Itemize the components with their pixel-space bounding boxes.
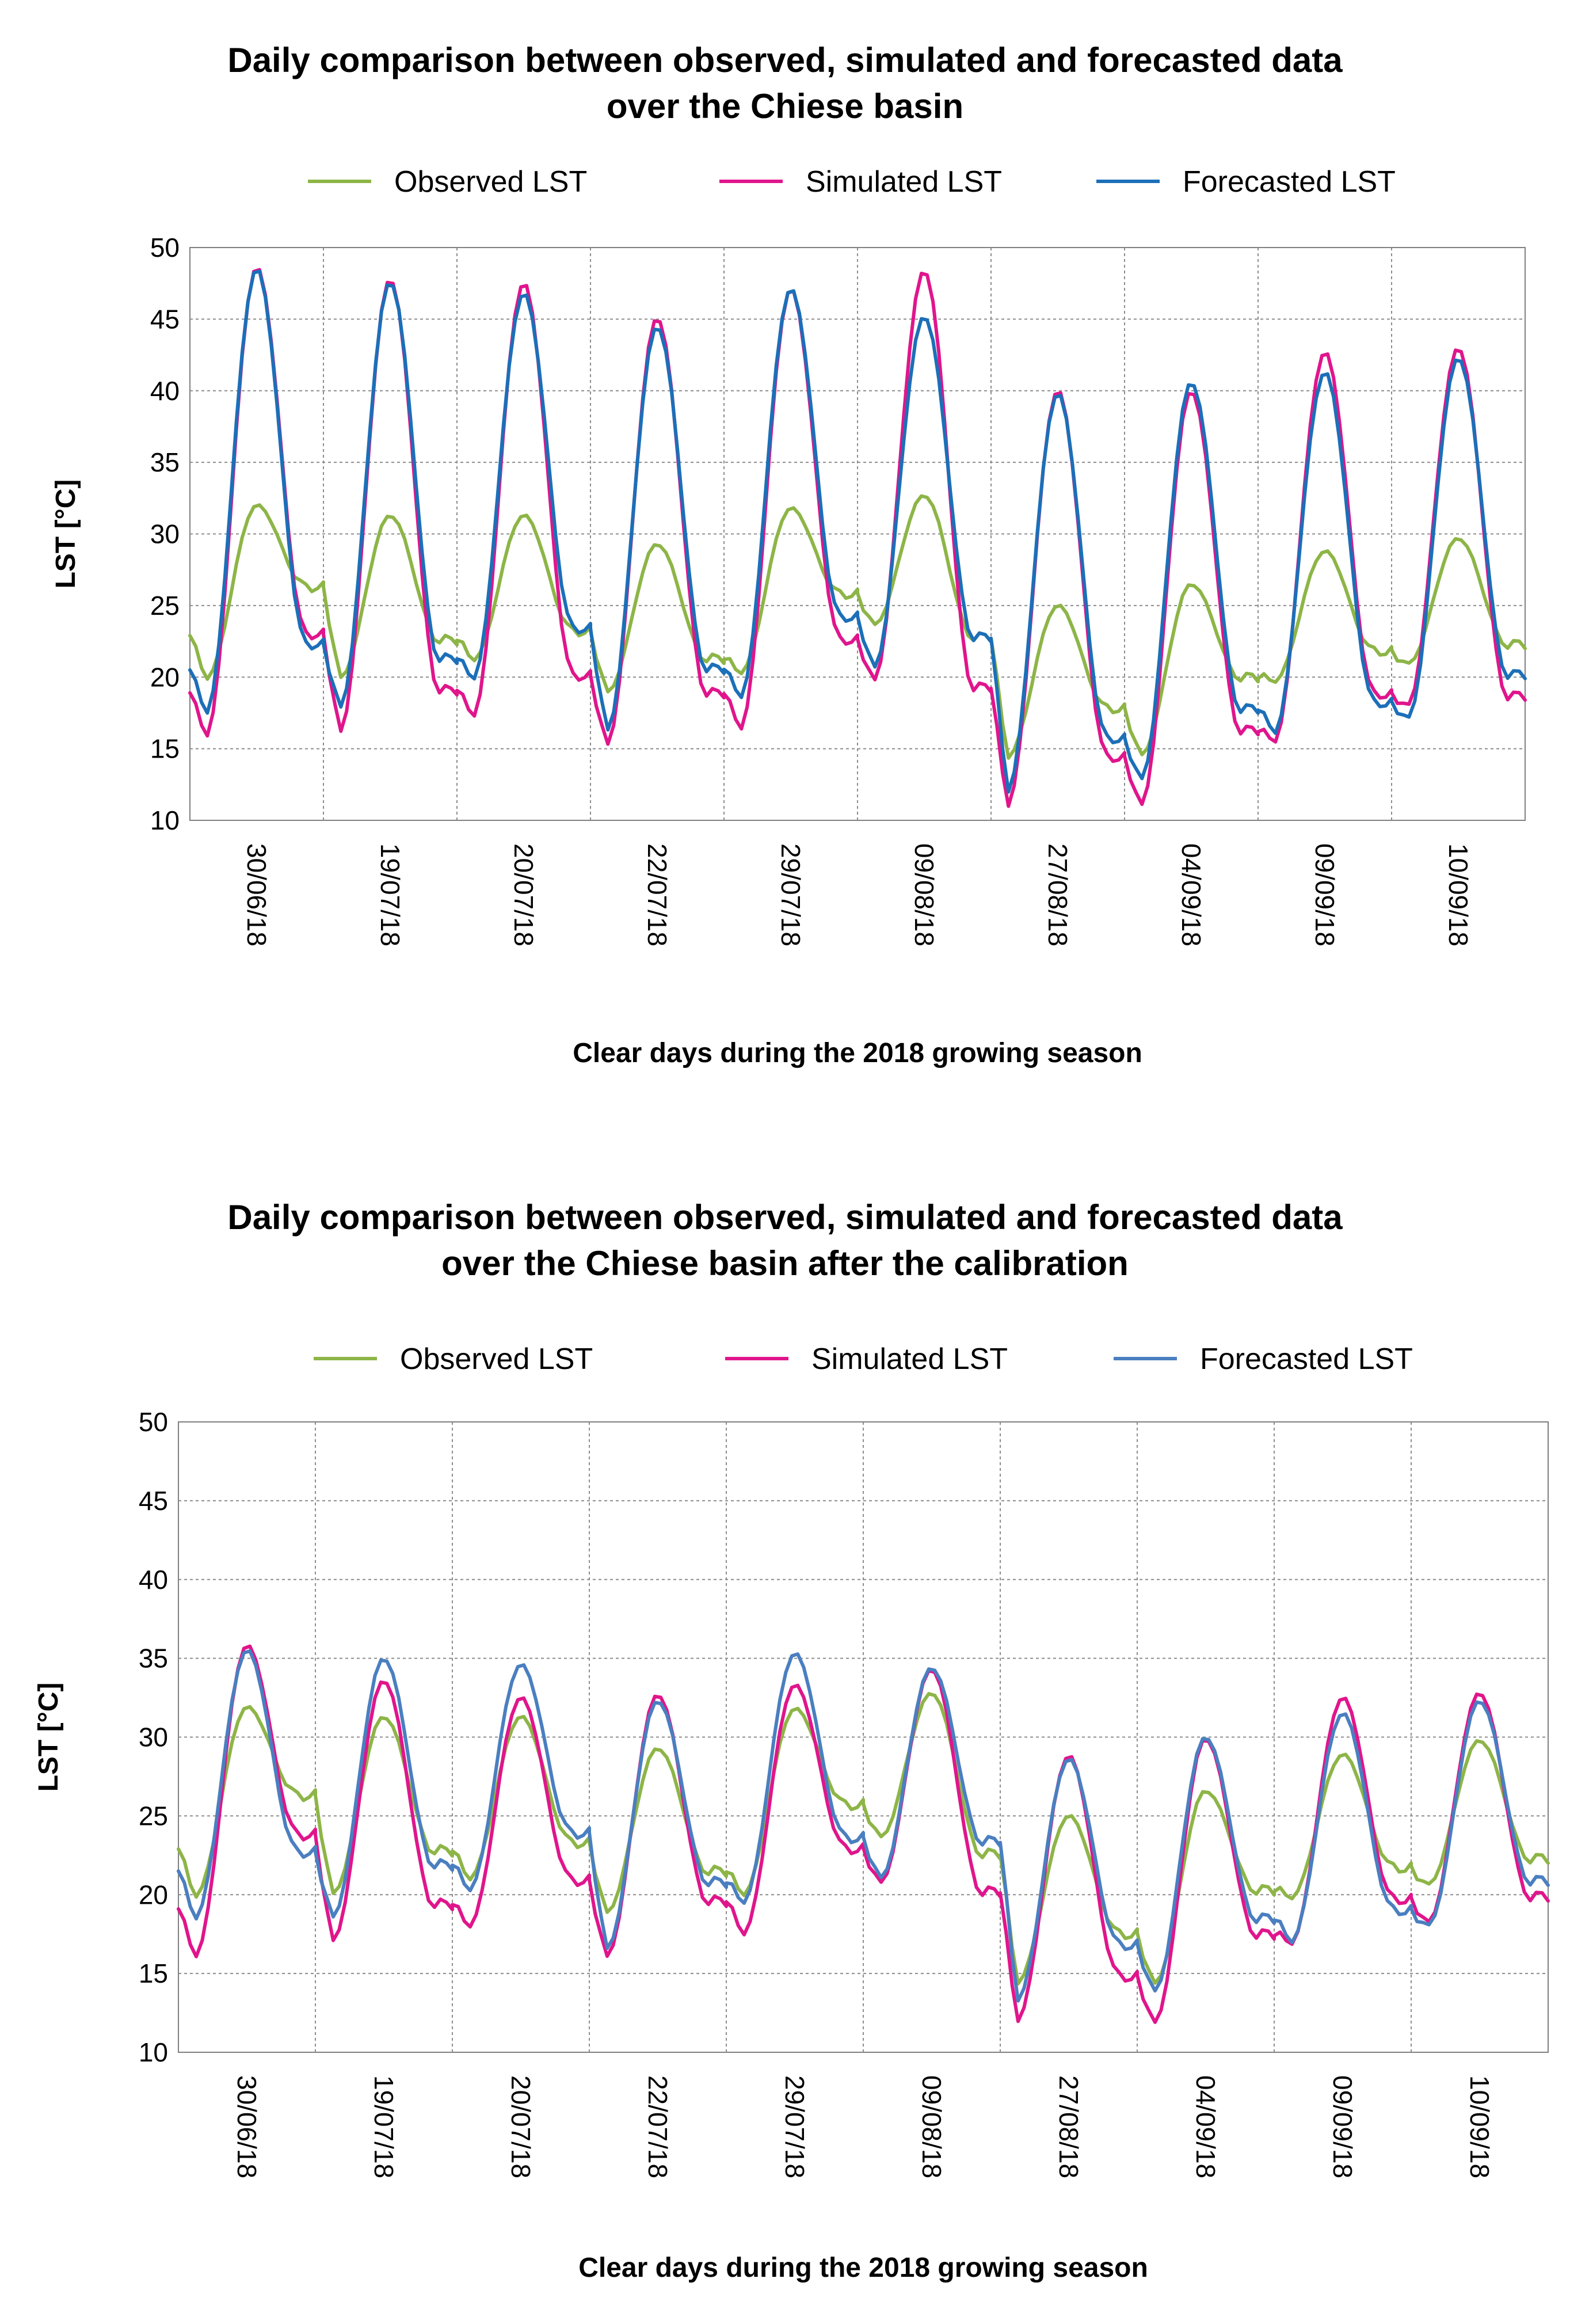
y-tick-label: 30 <box>139 1722 168 1752</box>
x-tick-label: 10/09/18 <box>1465 2075 1495 2178</box>
x-tick-label: 20/07/18 <box>509 843 539 946</box>
chart-2-plot: 10 15 20 25 30 35 40 45 50 30/06/18 19/07/18 20/07/… <box>33 1342 1550 2283</box>
chart-1-plot: 10 15 20 25 30 35 40 45 50 30/06/18 19/07/18 20/07/… <box>51 165 1527 1068</box>
series-line-forecasted-lst <box>188 269 1527 794</box>
legend-label-observed-lst: Observed LST <box>394 165 587 199</box>
y-axis-title: LST [°C] <box>33 1683 64 1792</box>
y-tick-label: 35 <box>150 447 180 477</box>
legend-label-observed-lst: Observed LST <box>400 1342 593 1376</box>
y-tick-label: 20 <box>150 662 180 692</box>
x-tick-label: 30/06/18 <box>242 843 272 946</box>
y-axis-title: LST [°C] <box>51 480 81 589</box>
x-tick-label: 04/09/18 <box>1191 2075 1221 2178</box>
x-tick-label: 19/07/18 <box>369 2075 399 2178</box>
legend-label-simulated-lst: Simulated LST <box>806 165 1002 199</box>
chart-1: Daily comparison between observed, simul… <box>0 0 1570 1123</box>
chart-title-line-2: over the Chiese basin <box>606 87 964 125</box>
x-tick-label: 20/07/18 <box>506 2075 536 2178</box>
x-tick-label: 30/06/18 <box>232 2075 262 2178</box>
y-tick-label: 50 <box>150 233 180 263</box>
chart-title-line-2: over the Chiese basin after the calibrat… <box>441 1244 1129 1283</box>
x-tick-label: 09/09/18 <box>1310 843 1340 946</box>
y-tick-label: 50 <box>139 1407 168 1437</box>
x-axis-title: Clear days during the 2018 growing seaso… <box>578 2253 1148 2283</box>
x-tick-label: 22/07/18 <box>643 2075 673 2178</box>
x-tick-label: 27/08/18 <box>1054 2075 1084 2178</box>
y-tick-label: 15 <box>139 1958 168 1988</box>
x-tick-label: 29/07/18 <box>776 843 806 946</box>
chart-title: Daily comparison between observed, simul… <box>0 37 1570 130</box>
legend-label-forecasted-lst: Forecasted LST <box>1200 1342 1413 1376</box>
y-tick-label: 25 <box>150 591 180 621</box>
x-tick-label: 22/07/18 <box>642 843 672 946</box>
y-tick-label: 30 <box>150 519 180 549</box>
x-tick-label: 09/08/18 <box>917 2075 947 2178</box>
x-tick-label: 09/09/18 <box>1328 2075 1358 2178</box>
y-tick-label: 45 <box>139 1486 168 1516</box>
x-tick-label: 10/09/18 <box>1443 843 1473 946</box>
x-axis-title: Clear days during the 2018 growing seaso… <box>573 1038 1142 1068</box>
y-tick-label: 10 <box>139 2037 168 2067</box>
chart-title-line-1: Daily comparison between observed, simul… <box>227 41 1343 79</box>
x-tick-label: 09/08/18 <box>909 843 939 946</box>
y-tick-label: 40 <box>150 376 180 406</box>
series-line-observed-lst <box>188 494 1527 760</box>
x-tick-label: 04/09/18 <box>1176 843 1206 946</box>
chart-title-line-1: Daily comparison between observed, simul… <box>227 1198 1343 1237</box>
y-tick-label: 15 <box>150 734 180 764</box>
y-tick-label: 45 <box>150 304 180 334</box>
y-tick-label: 25 <box>139 1801 168 1831</box>
chart-2: Daily comparison between observed, simul… <box>0 1174 1570 2324</box>
x-tick-label: 29/07/18 <box>780 2075 810 2178</box>
x-tick-label: 27/08/18 <box>1043 843 1073 946</box>
y-tick-label: 35 <box>139 1644 168 1673</box>
y-tick-label: 40 <box>139 1565 168 1595</box>
series-line-forecasted-lst <box>177 1649 1550 2003</box>
chart-title: Daily comparison between observed, simul… <box>0 1195 1570 1287</box>
legend-label-simulated-lst: Simulated LST <box>811 1342 1008 1376</box>
x-tick-label: 19/07/18 <box>375 843 405 946</box>
y-tick-label: 20 <box>139 1880 168 1910</box>
legend-label-forecasted-lst: Forecasted LST <box>1183 165 1396 199</box>
y-tick-label: 10 <box>150 805 180 835</box>
